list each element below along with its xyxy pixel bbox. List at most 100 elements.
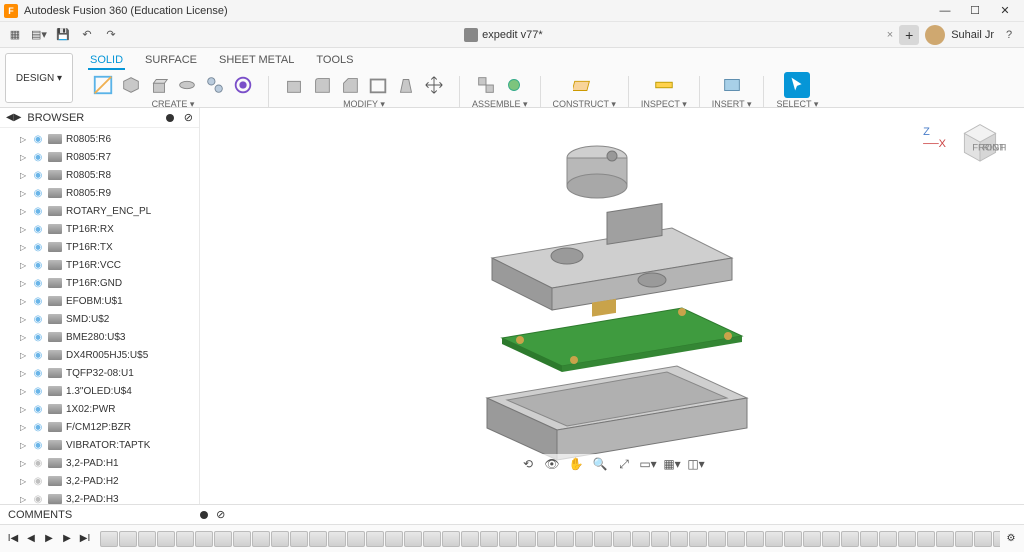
expand-icon[interactable]: ▷: [20, 225, 28, 234]
tree-item[interactable]: ▷◉SMD:U$2: [0, 310, 199, 328]
tree-item[interactable]: ▷◉R0805:R6: [0, 130, 199, 148]
expand-icon[interactable]: ▷: [20, 189, 28, 198]
timeline-feature[interactable]: [803, 531, 821, 547]
visibility-icon[interactable]: ◉: [32, 349, 44, 361]
timeline-feature[interactable]: [252, 531, 270, 547]
pan-icon[interactable]: ✋: [568, 456, 584, 472]
visibility-icon[interactable]: ◉: [32, 331, 44, 343]
visibility-icon[interactable]: ◉: [32, 385, 44, 397]
timeline-track[interactable]: [96, 529, 1000, 549]
loft-icon[interactable]: [230, 72, 256, 98]
comments-options-icon[interactable]: [200, 511, 208, 519]
timeline-feature[interactable]: [157, 531, 175, 547]
timeline-feature[interactable]: [499, 531, 517, 547]
timeline-feature[interactable]: [822, 531, 840, 547]
close-tab-button[interactable]: ×: [887, 29, 893, 41]
expand-icon[interactable]: ▷: [20, 279, 28, 288]
timeline-feature[interactable]: [214, 531, 232, 547]
tree-item[interactable]: ▷◉TQFP32-08:U1: [0, 364, 199, 382]
tree-item[interactable]: ▷◉VIBRATOR:TAPTK: [0, 436, 199, 454]
timeline-feature[interactable]: [974, 531, 992, 547]
timeline-feature[interactable]: [898, 531, 916, 547]
expand-icon[interactable]: ▷: [20, 207, 28, 216]
visibility-icon[interactable]: ◉: [32, 403, 44, 415]
timeline-feature[interactable]: [746, 531, 764, 547]
look-icon[interactable]: 👁: [544, 456, 560, 472]
viewcube[interactable]: FRONT RIGHT: [954, 116, 1006, 168]
draft-icon[interactable]: [393, 72, 419, 98]
timeline-feature[interactable]: [309, 531, 327, 547]
display-icon[interactable]: ▭▾: [640, 456, 656, 472]
timeline-feature[interactable]: [708, 531, 726, 547]
visibility-icon[interactable]: ◉: [32, 187, 44, 199]
timeline-feature[interactable]: [556, 531, 574, 547]
timeline-feature[interactable]: [879, 531, 897, 547]
timeline-feature[interactable]: [841, 531, 859, 547]
select-icon[interactable]: [784, 72, 810, 98]
visibility-icon[interactable]: ◉: [32, 493, 44, 504]
user-avatar-icon[interactable]: [925, 25, 945, 45]
close-button[interactable]: ✕: [990, 1, 1020, 21]
visibility-icon[interactable]: ◉: [32, 133, 44, 145]
visibility-icon[interactable]: ◉: [32, 475, 44, 487]
viewport-icon[interactable]: ◫▾: [688, 456, 704, 472]
tree-item[interactable]: ▷◉R0805:R8: [0, 166, 199, 184]
expand-icon[interactable]: ▷: [20, 153, 28, 162]
timeline-feature[interactable]: [689, 531, 707, 547]
workspace-switcher[interactable]: DESIGN ▾: [5, 53, 73, 103]
expand-icon[interactable]: ▷: [20, 261, 28, 270]
browser-collapse-icon[interactable]: ◀▶: [6, 112, 21, 123]
measure-icon[interactable]: [651, 72, 677, 98]
expand-icon[interactable]: ▷: [20, 333, 28, 342]
minimize-button[interactable]: —: [930, 1, 960, 21]
app-menu-icon[interactable]: ▦: [6, 26, 24, 44]
comments-title[interactable]: COMMENTS: [8, 509, 72, 521]
expand-icon[interactable]: ▷: [20, 369, 28, 378]
expand-icon[interactable]: ▷: [20, 423, 28, 432]
expand-icon[interactable]: ▷: [20, 171, 28, 180]
fillet-icon[interactable]: [309, 72, 335, 98]
visibility-icon[interactable]: ◉: [32, 367, 44, 379]
viewport[interactable]: FRONT RIGHT Z ──X ⟲ 👁 ✋ 🔍 ⤢ ▭▾ ▦▾ ◫▾: [200, 108, 1024, 504]
timeline-feature[interactable]: [233, 531, 251, 547]
visibility-icon[interactable]: ◉: [32, 313, 44, 325]
move-icon[interactable]: [421, 72, 447, 98]
tree-item[interactable]: ▷◉TP16R:GND: [0, 274, 199, 292]
timeline-feature[interactable]: [575, 531, 593, 547]
tree-item[interactable]: ▷◉F/CM12P:BZR: [0, 418, 199, 436]
timeline-feature[interactable]: [613, 531, 631, 547]
redo-icon[interactable]: ↷: [102, 26, 120, 44]
tab-surface[interactable]: SURFACE: [143, 52, 199, 70]
tree-item[interactable]: ▷◉DX4R005HJ5:U$5: [0, 346, 199, 364]
expand-icon[interactable]: ▷: [20, 315, 28, 324]
tab-solid[interactable]: SOLID: [88, 52, 125, 70]
expand-icon[interactable]: ▷: [20, 477, 28, 486]
tree-item[interactable]: ▷◉EFOBM:U$1: [0, 292, 199, 310]
timeline-feature[interactable]: [138, 531, 156, 547]
insert-icon[interactable]: [719, 72, 745, 98]
timeline-feature[interactable]: [651, 531, 669, 547]
comments-hide-icon[interactable]: ⊘: [216, 508, 225, 521]
sketch-icon[interactable]: [90, 72, 116, 98]
save-icon[interactable]: 💾: [54, 26, 72, 44]
orbit-icon[interactable]: ⟲: [520, 456, 536, 472]
timeline-feature[interactable]: [537, 531, 555, 547]
presspull-icon[interactable]: [281, 72, 307, 98]
timeline-feature[interactable]: [480, 531, 498, 547]
zoom-icon[interactable]: 🔍: [592, 456, 608, 472]
tree-item[interactable]: ▷◉1X02:PWR: [0, 400, 199, 418]
timeline-feature[interactable]: [404, 531, 422, 547]
tree-item[interactable]: ▷◉ROTARY_ENC_PL: [0, 202, 199, 220]
grid-icon[interactable]: ▦▾: [664, 456, 680, 472]
visibility-icon[interactable]: ◉: [32, 259, 44, 271]
timeline-feature[interactable]: [119, 531, 137, 547]
timeline-feature[interactable]: [784, 531, 802, 547]
new-tab-button[interactable]: +: [899, 25, 919, 45]
timeline-feature[interactable]: [442, 531, 460, 547]
file-menu-icon[interactable]: ▤▾: [30, 26, 48, 44]
timeline-feature[interactable]: [423, 531, 441, 547]
tree-item[interactable]: ▷◉TP16R:TX: [0, 238, 199, 256]
timeline-feature[interactable]: [765, 531, 783, 547]
timeline-feature[interactable]: [594, 531, 612, 547]
tree-item[interactable]: ▷◉1.3"OLED:U$4: [0, 382, 199, 400]
